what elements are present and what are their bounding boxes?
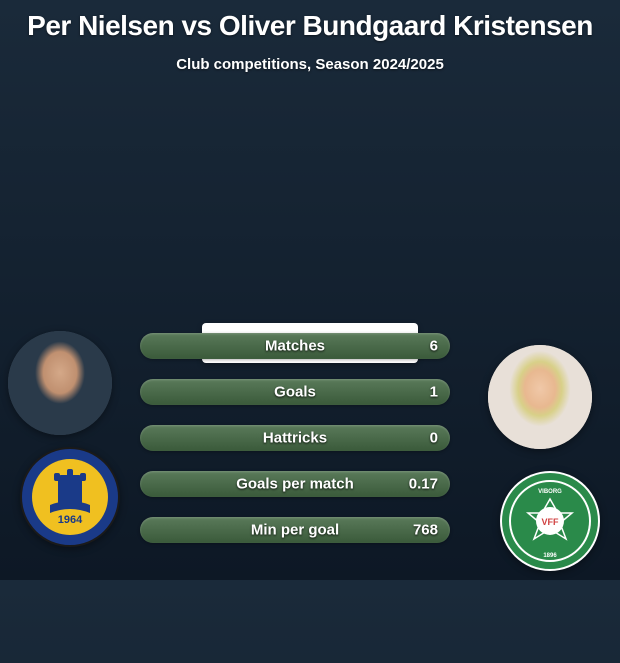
player-left-face-placeholder: [8, 331, 112, 435]
stat-value-right: 0.17: [409, 476, 438, 493]
comparison-card: Per Nielsen vs Oliver Bundgaard Kristens…: [0, 0, 620, 580]
stat-label: Hattricks: [140, 430, 450, 447]
stat-bar: Goals 1: [140, 379, 450, 405]
club-left-badge: 1964: [20, 447, 120, 547]
svg-text:VFF: VFF: [542, 517, 560, 527]
player-right-avatar: [488, 345, 592, 449]
stat-label: Matches: [140, 338, 450, 355]
stat-value-right: 6: [430, 338, 438, 355]
club-left-crest-icon: 1964: [20, 447, 120, 547]
svg-text:VIBORG: VIBORG: [538, 489, 562, 495]
stat-bar: Matches 6: [140, 333, 450, 359]
page-title: Per Nielsen vs Oliver Bundgaard Kristens…: [0, 0, 620, 42]
stat-value-right: 0: [430, 430, 438, 447]
stat-bar: Hattricks 0: [140, 425, 450, 451]
club-right-badge: VFF VIBORG 1896: [500, 471, 600, 571]
stat-bar: Goals per match 0.17: [140, 471, 450, 497]
content-area: 1964 VFF VIBORG 1896 Matches 6 Goa: [0, 323, 620, 663]
stat-label: Min per goal: [140, 522, 450, 539]
stat-value-right: 768: [413, 522, 438, 539]
player-right-face-placeholder: [488, 345, 592, 449]
svg-text:1896: 1896: [543, 553, 557, 559]
page-subtitle: Club competitions, Season 2024/2025: [0, 56, 620, 73]
stat-label: Goals: [140, 384, 450, 401]
stat-label: Goals per match: [140, 476, 450, 493]
player-left-avatar: [8, 331, 112, 435]
svg-text:1964: 1964: [58, 514, 83, 526]
club-right-crest-icon: VFF VIBORG 1896: [500, 471, 600, 571]
stat-bar: Min per goal 768: [140, 517, 450, 543]
stats-bars: Matches 6 Goals 1 Hattricks 0 Goals per …: [140, 333, 450, 563]
stat-value-right: 1: [430, 384, 438, 401]
